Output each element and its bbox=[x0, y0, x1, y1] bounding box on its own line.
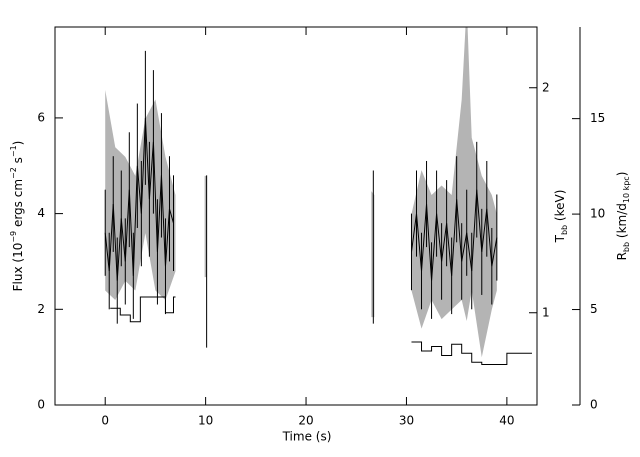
y3-tick-label: 15 bbox=[590, 111, 605, 125]
y2-tick-label: 2 bbox=[542, 80, 550, 94]
x-tick-label: 20 bbox=[298, 414, 313, 428]
frame bbox=[54, 26, 538, 406]
band bbox=[105, 90, 176, 300]
y2-axis-label: Tbb (keV) bbox=[553, 190, 570, 244]
label-part: bb bbox=[560, 225, 569, 235]
band bbox=[204, 175, 207, 278]
y3-tick-label: 0 bbox=[590, 398, 598, 412]
band bbox=[371, 191, 375, 318]
x-tick-label: 10 bbox=[198, 414, 213, 428]
y3-tick-label: 10 bbox=[590, 207, 605, 221]
label-part: −9 bbox=[9, 231, 18, 243]
label-part: (keV) bbox=[553, 190, 567, 225]
label-part: ergs cm bbox=[11, 179, 25, 231]
y2-tick-label: 1 bbox=[542, 305, 550, 319]
label-part: 10 kpc bbox=[622, 176, 631, 203]
x-axis-label: Time (s) bbox=[282, 430, 332, 444]
label-part: −2 bbox=[9, 167, 18, 179]
label-part: ) bbox=[11, 141, 25, 146]
label-part: (km/d bbox=[615, 203, 629, 242]
label-part: ) bbox=[615, 172, 629, 177]
y-tick-label: 4 bbox=[37, 206, 45, 220]
y-tick-label: 6 bbox=[37, 110, 45, 124]
label-part: T bbox=[553, 234, 567, 243]
y-tick-label: 2 bbox=[37, 302, 45, 316]
line bbox=[104, 117, 174, 281]
x-tick-label: 40 bbox=[499, 414, 514, 428]
label-part: s bbox=[11, 157, 25, 167]
x-tick-label: 30 bbox=[399, 414, 414, 428]
x-tick-label: 0 bbox=[101, 414, 109, 428]
plot-area bbox=[104, 27, 532, 365]
label-part: Flux (10 bbox=[11, 243, 25, 292]
y-axis-label: Flux (10−9 ergs cm−2 s−1) bbox=[9, 141, 25, 292]
band bbox=[411, 27, 497, 358]
line bbox=[410, 189, 498, 281]
label-part: −1 bbox=[9, 145, 18, 157]
y3-axis-label: Rbb (km/d10 kpc) bbox=[615, 172, 632, 261]
step-line bbox=[411, 341, 532, 365]
step-line bbox=[110, 296, 176, 323]
label-part: R bbox=[615, 252, 629, 260]
y3-tick-label: 5 bbox=[590, 302, 598, 316]
label-part: bb bbox=[622, 242, 631, 252]
y-tick-label: 0 bbox=[37, 398, 45, 412]
